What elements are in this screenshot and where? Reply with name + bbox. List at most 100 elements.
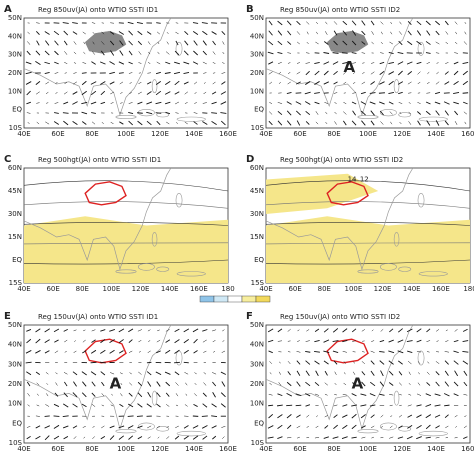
wind-vector [453, 360, 459, 365]
wind-vector [118, 61, 125, 65]
wind-vector [277, 424, 283, 429]
wind-vector [296, 425, 301, 429]
wind-vector [407, 21, 412, 25]
wind-vector [36, 393, 39, 396]
wind-vector [82, 31, 86, 35]
wind-vector [72, 31, 78, 35]
wind-vector [194, 92, 197, 94]
wind-vector [137, 91, 142, 95]
wind-vector [286, 392, 292, 397]
wind-vector [156, 350, 161, 354]
wind-vector [342, 394, 347, 396]
wind-vector [92, 426, 95, 428]
lat-tick-label: 15N [8, 233, 22, 241]
wind-vector [35, 338, 41, 344]
wind-vector [380, 370, 384, 377]
wind-vector [435, 20, 441, 26]
wind-vector [445, 329, 448, 332]
wind-vector [360, 404, 367, 407]
island [357, 429, 379, 434]
panel-letter: C [4, 154, 11, 165]
wind-vector [453, 350, 459, 354]
lat-tick-label: 10S [251, 124, 265, 132]
wind-vector [454, 121, 458, 125]
lat-tick-label: 50N [250, 321, 264, 329]
wind-vector [44, 61, 51, 65]
wind-vector [25, 61, 32, 65]
wind-vector [174, 101, 180, 105]
tibetan-plateau [326, 181, 369, 206]
wind-vector [444, 370, 449, 376]
wind-vector [221, 425, 226, 428]
wind-vector [286, 424, 292, 430]
wind-vector [417, 111, 421, 115]
lat-tick-label: 10N [8, 400, 22, 408]
wind-vector [417, 102, 421, 104]
lat-tick-label: 50N [8, 14, 22, 22]
lat-tick-label: 15N [250, 233, 264, 241]
wind-vector [369, 404, 376, 407]
wind-vector [184, 102, 188, 104]
lon-tick-label: 140E [427, 445, 445, 453]
wind-vector [389, 394, 394, 396]
wind-vector [174, 80, 180, 86]
lat-tick-label: 20N [8, 69, 22, 77]
wind-vector [369, 381, 376, 387]
wind-vector [175, 404, 179, 407]
wind-vector [342, 351, 347, 353]
wind-vector [334, 394, 337, 396]
wind-vector [220, 91, 226, 95]
wind-vector [445, 41, 449, 45]
lat-tick-label: 10N [250, 400, 264, 408]
wind-vector [175, 112, 179, 114]
map-frame [23, 324, 229, 444]
lat-tick-label: 40N [8, 341, 22, 349]
wind-vector [184, 30, 189, 36]
wind-vector [295, 110, 301, 116]
wind-vector [101, 31, 105, 35]
wind-vector [100, 371, 106, 376]
wind-vector [155, 90, 162, 96]
wind-vector [35, 371, 41, 375]
wind-vector [64, 81, 68, 85]
wind-vector [361, 436, 366, 439]
wind-vector [332, 340, 339, 343]
wind-vector [342, 328, 348, 333]
wind-vector [287, 361, 291, 365]
wind-vector [453, 61, 459, 65]
wind-vector [36, 404, 40, 407]
wind-vector [296, 81, 301, 85]
wind-vector [388, 91, 395, 95]
wind-vector [138, 62, 142, 64]
positive-region [266, 216, 470, 283]
wind-vector [45, 91, 49, 95]
wind-vector [351, 120, 357, 126]
wind-vector [128, 435, 134, 440]
lon-tick-label: 140E [161, 285, 179, 293]
wind-vector [54, 40, 59, 46]
wind-vector [398, 40, 403, 46]
wind-vector [268, 30, 273, 36]
wind-vector [398, 382, 402, 386]
wind-vector [128, 72, 133, 74]
wind-vector [314, 70, 320, 76]
wind-vector [332, 350, 339, 354]
wind-vector [305, 110, 311, 116]
wind-vector [407, 360, 412, 365]
wind-vector [63, 101, 69, 105]
wind-vector [361, 30, 366, 36]
wind-vector [445, 340, 449, 342]
wind-vector [81, 101, 88, 105]
wind-vector [92, 32, 95, 34]
wind-vector [110, 121, 114, 125]
wind-vector [277, 393, 283, 397]
wind-vector [305, 370, 310, 376]
wind-vector [287, 328, 291, 332]
wind-vector [221, 31, 226, 35]
wind-vector [128, 328, 134, 333]
wind-vector [333, 81, 338, 85]
lon-tick-label: 160E [219, 130, 237, 138]
wind-vector [35, 328, 41, 333]
panel-letter: F [246, 311, 253, 322]
wind-vector [183, 328, 190, 333]
